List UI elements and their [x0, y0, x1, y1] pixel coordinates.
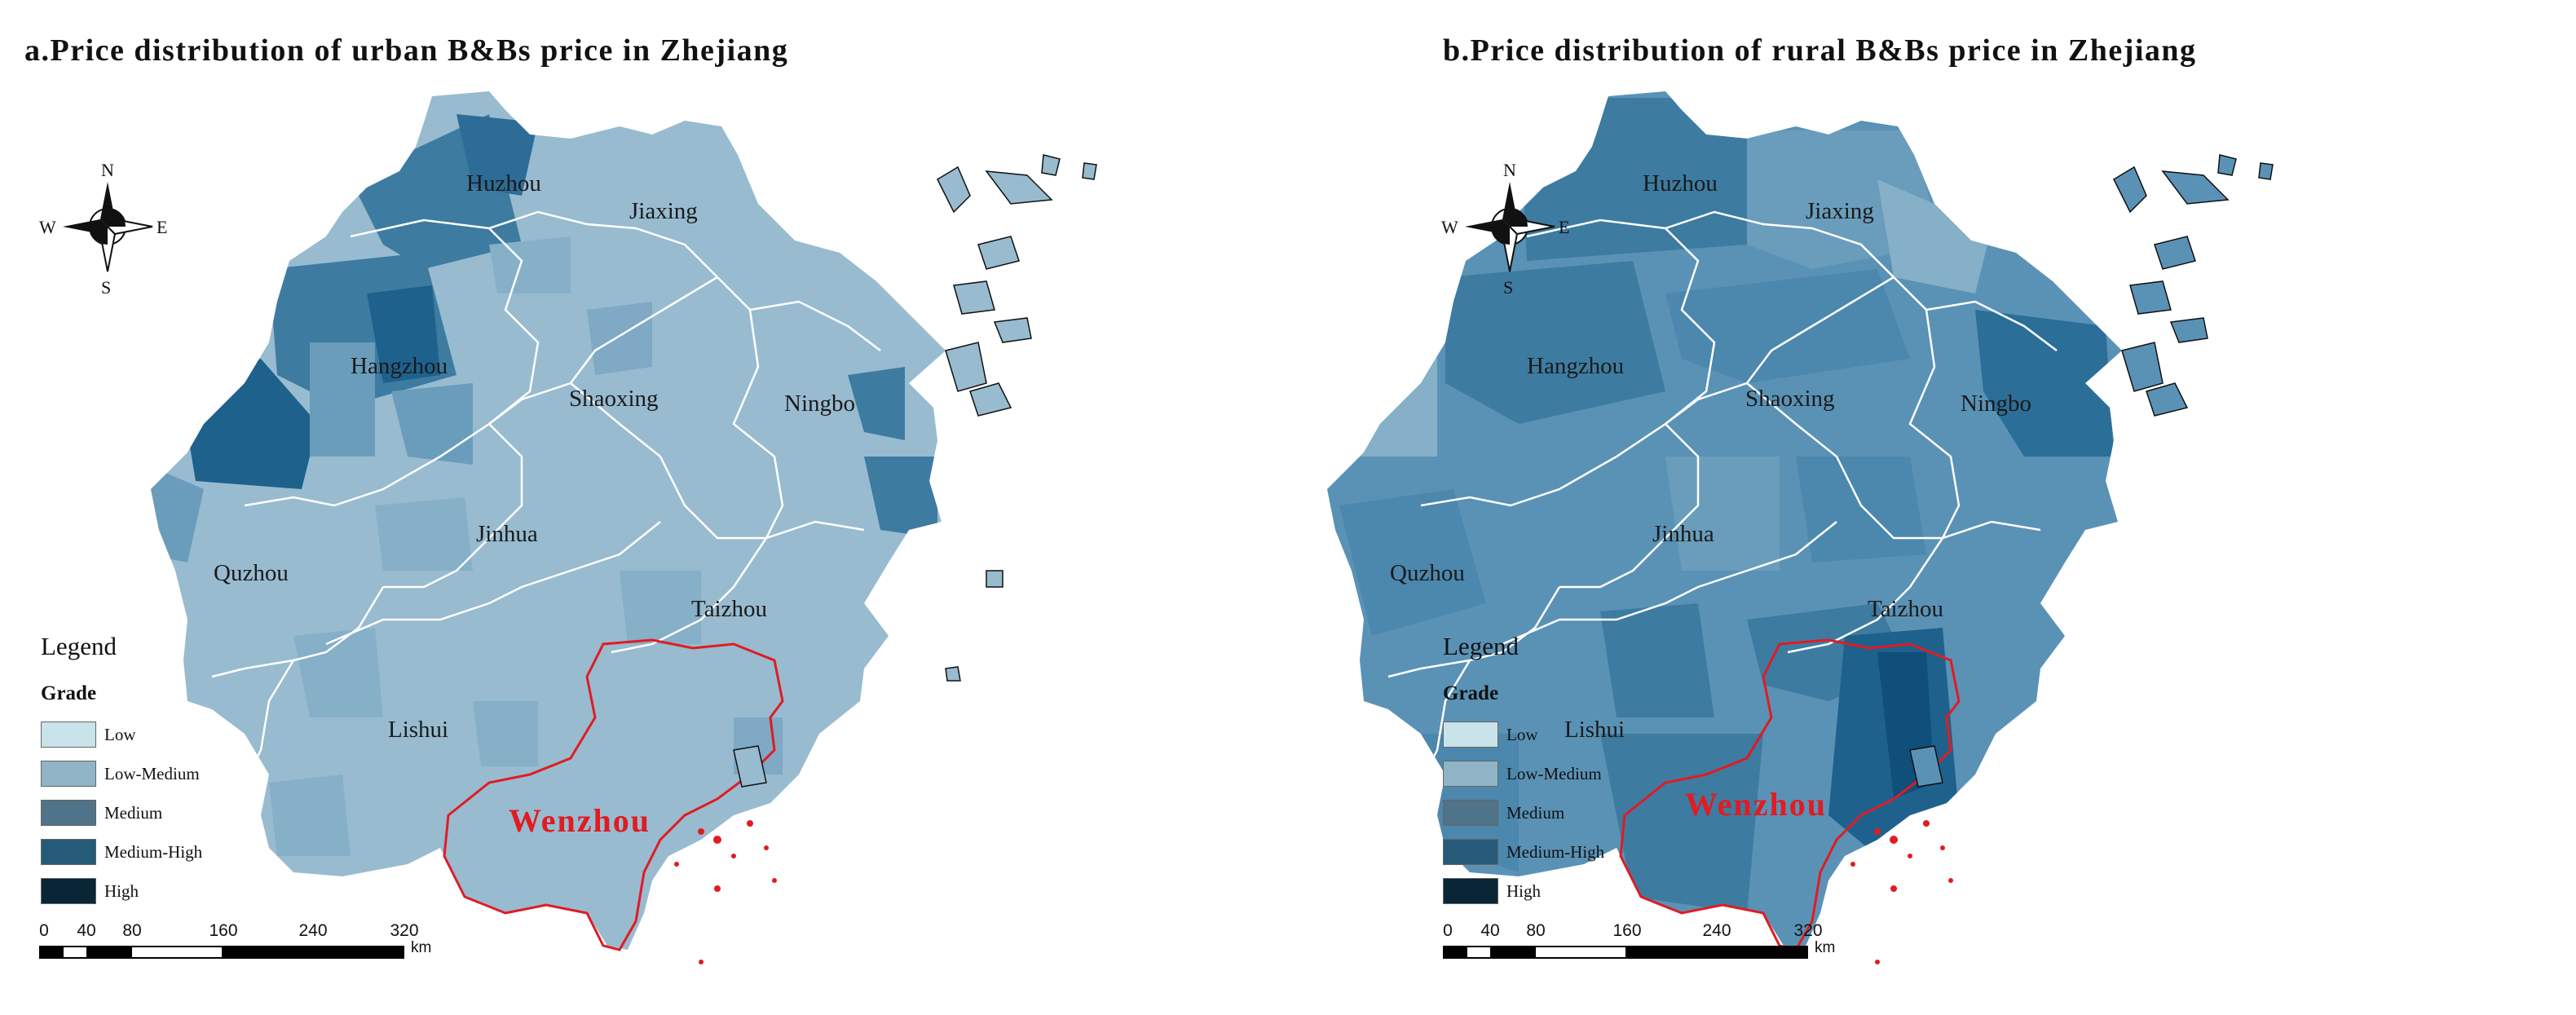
legend-swatch	[1443, 761, 1498, 787]
scale-unit: km	[411, 939, 432, 956]
label-hangzhou: Hangzhou	[1527, 353, 1624, 379]
label-quzhou: Quzhou	[214, 560, 289, 586]
legend-label: Medium-High	[104, 841, 203, 862]
panel-a-title: a.Price distribution of urban B&Bs price…	[24, 33, 789, 68]
scale-tick: 240	[298, 921, 328, 940]
scale-tick: 160	[1612, 921, 1642, 940]
compass-w: W	[1441, 217, 1458, 237]
label-jinhua: Jinhua	[476, 521, 538, 547]
scale-tick: 40	[77, 921, 96, 940]
rural-price-surface	[1339, 98, 2114, 913]
label-taizhou: Taizhou	[1868, 596, 1943, 622]
compass-n: N	[101, 160, 114, 180]
scale-tick: 0	[39, 921, 49, 940]
scale-tick: 40	[1480, 921, 1500, 940]
legend-label: High	[104, 880, 139, 901]
scale-tick: 0	[1443, 921, 1453, 940]
legend-swatch	[1443, 722, 1498, 748]
scale-bar: 0 40 80 160 240 320 km	[1443, 921, 1867, 959]
legend-label: Medium	[104, 802, 163, 823]
label-huzhou: Huzhou	[1643, 170, 1718, 196]
legend: Legend Grade Low Low-Medium Medium Mediu…	[1443, 632, 1604, 911]
label-wenzhou: Wenzhou	[509, 802, 651, 839]
coastal-islands	[1909, 154, 2274, 788]
legend-label: Medium-High	[1506, 841, 1605, 862]
legend-grade-label: Grade	[41, 682, 97, 704]
panel-a: a.Price distribution of urban B&Bs price…	[24, 33, 1097, 964]
label-jiaxing: Jiaxing	[1806, 198, 1874, 224]
legend-item-low-medium: Low-Medium	[41, 754, 202, 793]
panel-b-title: b.Price distribution of rural B&Bs price…	[1443, 33, 2197, 68]
legend-item-high: High	[1443, 872, 1604, 911]
coastal-islands	[733, 154, 1097, 788]
legend-label: Medium	[1506, 802, 1565, 823]
compass-s: S	[1503, 277, 1513, 298]
label-taizhou: Taizhou	[691, 596, 767, 622]
compass-n: N	[1503, 160, 1516, 180]
scale-tick: 320	[1793, 921, 1823, 940]
legend-swatch	[41, 878, 96, 904]
label-jinhua: Jinhua	[1652, 521, 1714, 547]
legend-item-low: Low	[1443, 715, 1604, 754]
wenzhou-highlight	[1619, 638, 1961, 951]
legend-label: Low	[104, 724, 136, 744]
wenzhou-highlight	[443, 638, 784, 951]
label-quzhou: Quzhou	[1390, 560, 1465, 586]
legend-item-low-medium: Low-Medium	[1443, 754, 1604, 793]
legend-swatch	[41, 800, 96, 826]
legend-item-medium-high: Medium-High	[1443, 832, 1604, 872]
scale-tick: 320	[390, 921, 419, 940]
compass-e: E	[157, 217, 167, 237]
legend-item-high: High	[41, 872, 202, 911]
legend-label: Low-Medium	[1506, 763, 1602, 783]
southern-islands	[1850, 820, 1953, 964]
legend-label: High	[1506, 880, 1541, 901]
scale-tick: 80	[122, 921, 142, 940]
legend-item-medium-high: Medium-High	[41, 832, 202, 872]
scale-unit: km	[1815, 939, 1836, 956]
urban-price-map: N S E W Huzhou Jiaxing Hangzhou Shaoxing…	[39, 91, 1097, 964]
legend-swatch	[1443, 878, 1498, 904]
city-boundaries	[211, 210, 881, 783]
north-arrow: N S E W	[39, 160, 167, 298]
urban-price-surface	[151, 114, 937, 856]
label-hangzhou: Hangzhou	[351, 353, 448, 379]
legend-label: Low-Medium	[104, 763, 200, 783]
compass-w: W	[39, 217, 56, 237]
scale-tick: 160	[209, 921, 238, 940]
scale-bar: 0 40 80 160 240 320 km	[39, 921, 463, 959]
label-lishui: Lishui	[388, 717, 448, 743]
legend-swatch	[41, 722, 96, 748]
label-huzhou: Huzhou	[466, 170, 541, 196]
scale-tick: 80	[1526, 921, 1546, 940]
panel-b: b.Price distribution of rural B&Bs price…	[1288, 0, 2576, 1015]
north-arrow: N S E W	[1441, 160, 1569, 298]
legend-swatch	[41, 761, 96, 787]
legend-item-low: Low	[41, 715, 202, 754]
legend-swatch	[41, 839, 96, 865]
legend-swatch	[1443, 800, 1498, 826]
southern-islands	[674, 820, 777, 964]
compass-e: E	[1559, 217, 1569, 237]
rural-price-map: Huzhou Jiaxing Hangzhou Shaoxing Ningbo …	[1327, 91, 2274, 964]
city-boundaries	[1387, 210, 2058, 783]
legend-swatch	[1443, 839, 1498, 865]
legend-item-medium: Medium	[41, 793, 202, 832]
legend-title: Legend	[41, 632, 117, 660]
label-shaoxing: Shaoxing	[569, 386, 659, 412]
label-ningbo: Ningbo	[1961, 391, 2031, 417]
label-wenzhou: Wenzhou	[1685, 786, 1827, 823]
label-lishui: Lishui	[1564, 717, 1625, 743]
legend-item-medium: Medium	[1443, 793, 1604, 832]
scale-tick: 240	[1702, 921, 1731, 940]
label-jiaxing: Jiaxing	[629, 198, 698, 224]
legend-label: Low	[1506, 724, 1538, 744]
label-shaoxing: Shaoxing	[1745, 386, 1835, 412]
legend: Legend Grade Low Low-Medium Medium Mediu…	[41, 632, 202, 911]
compass-s: S	[101, 277, 111, 298]
legend-title: Legend	[1443, 632, 1519, 660]
legend-grade-label: Grade	[1443, 682, 1499, 704]
label-ningbo: Ningbo	[784, 391, 855, 417]
